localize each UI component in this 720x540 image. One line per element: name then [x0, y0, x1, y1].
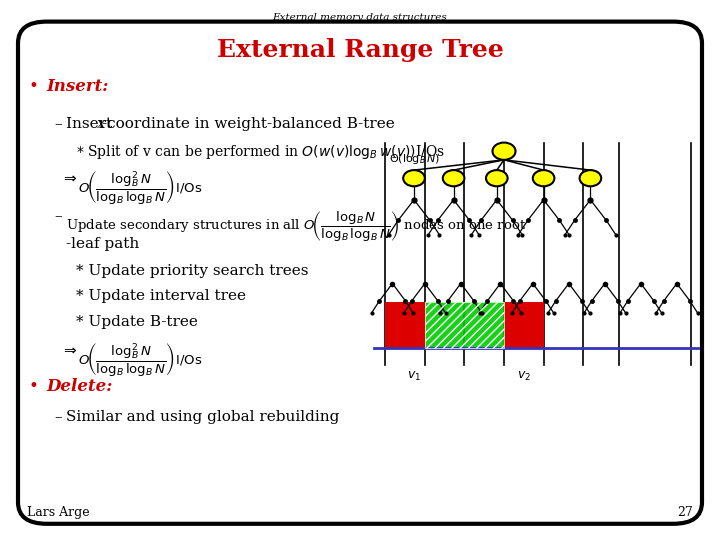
Text: –: – [54, 410, 62, 424]
Text: 27: 27 [677, 507, 693, 519]
Text: $v_2$: $v_2$ [517, 370, 531, 383]
Text: * Update interval tree: * Update interval tree [76, 289, 246, 303]
Circle shape [486, 170, 508, 186]
Text: Insert: Insert [66, 117, 117, 131]
Text: $v_1$: $v_1$ [407, 370, 421, 383]
Text: * Update B-tree: * Update B-tree [76, 315, 197, 329]
Text: $O\!\left(\dfrac{\log_B^2 N}{\log_B \log_B N}\right)$I/Os: $O\!\left(\dfrac{\log_B^2 N}{\log_B \log… [78, 169, 202, 206]
Circle shape [403, 170, 425, 186]
Text: External Range Tree: External Range Tree [217, 38, 503, 62]
Text: External memory data structures: External memory data structures [273, 14, 447, 23]
Text: $\Rightarrow$: $\Rightarrow$ [61, 341, 78, 356]
Circle shape [580, 170, 601, 186]
Bar [425, 302, 504, 348]
Text: $O\!\left(\dfrac{\log_B^2 N}{\log_B \log_B N}\right)$I/Os: $O\!\left(\dfrac{\log_B^2 N}{\log_B \log… [78, 341, 202, 379]
Text: $\Theta(\log_B N)$: $\Theta(\log_B N)$ [389, 152, 440, 166]
Text: Update secondary structures in all $O\!\left(\dfrac{\log_B N}{\log_B \log_B N}\r: Update secondary structures in all $O\!\… [66, 210, 526, 244]
Text: Insert:: Insert: [47, 78, 109, 95]
FancyBboxPatch shape [18, 22, 702, 524]
Text: Delete:: Delete: [47, 378, 113, 395]
Text: * Update priority search trees: * Update priority search trees [76, 264, 308, 278]
Circle shape [492, 143, 516, 160]
Text: -leaf path: -leaf path [66, 237, 140, 251]
Text: Similar and using global rebuilding: Similar and using global rebuilding [66, 410, 340, 424]
Text: Lars Arge: Lars Arge [27, 507, 90, 519]
Text: $\Rightarrow$: $\Rightarrow$ [61, 169, 78, 184]
Bar [425, 302, 504, 348]
Circle shape [443, 170, 464, 186]
Text: •: • [29, 78, 39, 95]
Bar [385, 302, 425, 348]
Text: –: – [54, 117, 62, 131]
Text: –: – [54, 210, 62, 224]
Text: •: • [29, 378, 39, 395]
Circle shape [533, 170, 554, 186]
Text: x: x [97, 117, 106, 131]
Text: -coordinate in weight-balanced B-tree: -coordinate in weight-balanced B-tree [102, 117, 395, 131]
Text: $*$ Split of v can be performed in $O(w(v)\log_B w(v))$I/Os: $*$ Split of v can be performed in $O(w(… [76, 143, 444, 161]
Bar [504, 302, 544, 348]
